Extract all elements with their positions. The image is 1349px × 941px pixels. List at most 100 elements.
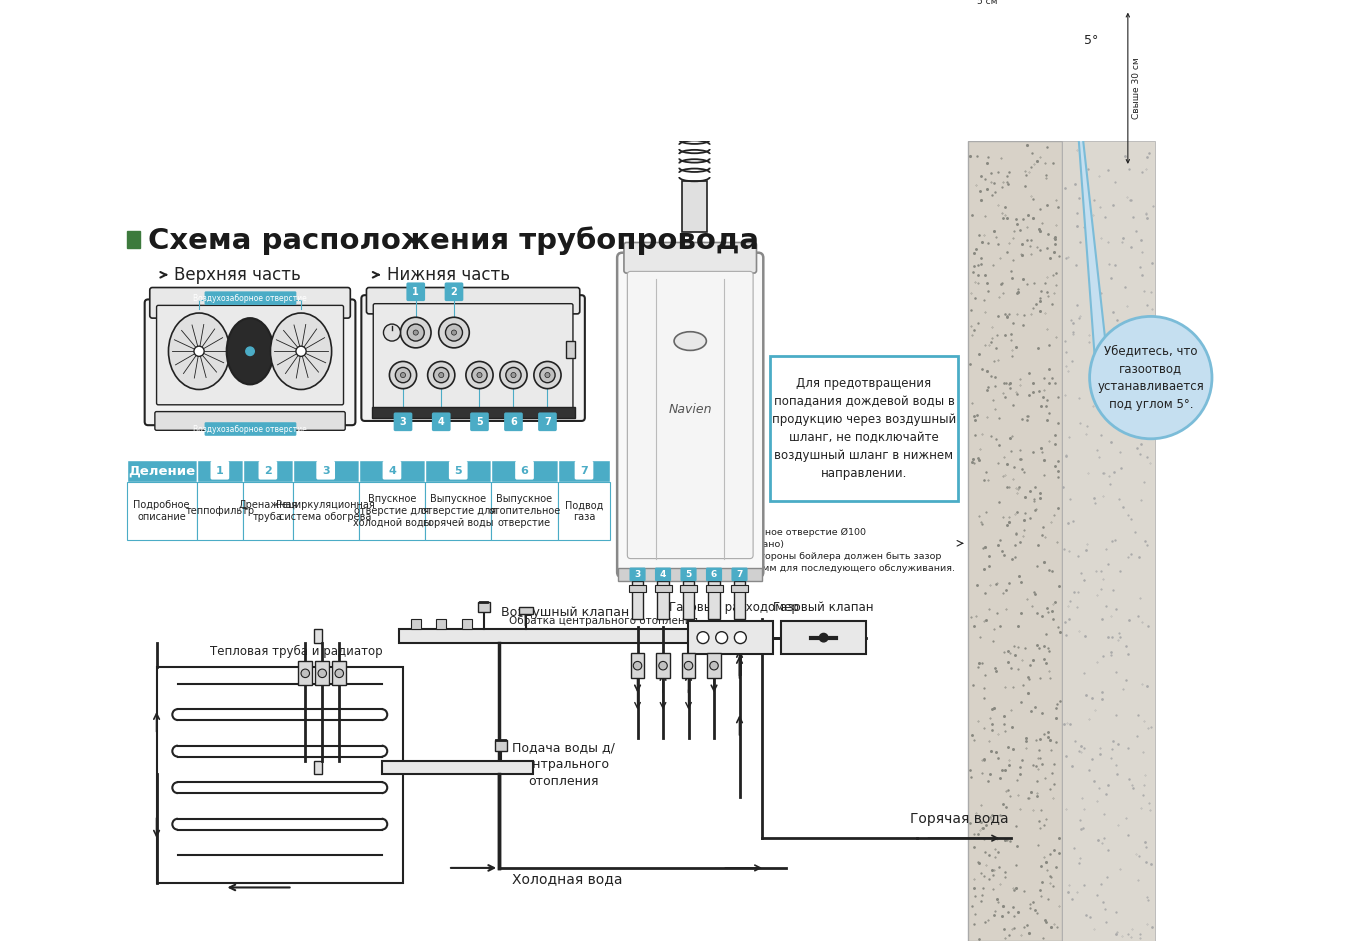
Text: Впускное
отверстие для
холодной воды: Впускное отверстие для холодной воды — [353, 494, 432, 528]
FancyBboxPatch shape — [471, 412, 488, 431]
Circle shape — [658, 662, 668, 670]
Circle shape — [390, 361, 417, 389]
Bar — [519, 607, 533, 614]
Bar — [618, 568, 762, 581]
Text: Воздушный клапан: Воздушный клапан — [500, 606, 629, 618]
Text: 3: 3 — [399, 417, 406, 427]
Text: 2: 2 — [451, 287, 457, 296]
Text: Свыше 30 см: Свыше 30 см — [1132, 57, 1141, 119]
Text: Воздухозаборное отверстие: Воздухозаборное отверстие — [193, 424, 308, 434]
Circle shape — [540, 367, 554, 383]
FancyArrow shape — [1006, 822, 1035, 833]
Circle shape — [478, 373, 482, 377]
Circle shape — [1090, 316, 1211, 439]
Circle shape — [452, 330, 456, 335]
Circle shape — [819, 633, 828, 642]
Bar — [316, 662, 329, 685]
FancyBboxPatch shape — [625, 243, 757, 273]
Text: Выпускное
отопительное
отверстие: Выпускное отопительное отверстие — [488, 494, 561, 528]
Text: Воздухозаборное отверстие: Воздухозаборное отверстие — [193, 294, 308, 303]
Circle shape — [428, 361, 455, 389]
Bar — [731, 585, 747, 592]
Ellipse shape — [227, 318, 274, 385]
Bar — [243, 460, 293, 482]
FancyBboxPatch shape — [144, 299, 355, 425]
Circle shape — [395, 367, 410, 383]
Text: Выпускное
отверстие для
горячей воды: Выпускное отверстие для горячей воды — [421, 494, 496, 528]
Text: Тепловая труба и радиатор: Тепловая труба и радиатор — [210, 645, 383, 658]
Bar — [399, 630, 714, 643]
Circle shape — [318, 669, 326, 678]
FancyBboxPatch shape — [449, 461, 468, 480]
Text: 7: 7 — [580, 466, 588, 476]
Bar — [314, 630, 322, 643]
Text: Обратка центрального отопления: Обратка центрального отопления — [509, 615, 699, 626]
FancyBboxPatch shape — [374, 304, 573, 409]
Text: Подвод
газа: Подвод газа — [565, 501, 603, 522]
Text: 5: 5 — [685, 570, 692, 579]
Text: Дренажная
труба: Дренажная труба — [239, 501, 298, 522]
Bar — [495, 741, 507, 751]
Text: 3: 3 — [634, 570, 641, 579]
Circle shape — [472, 367, 487, 383]
FancyBboxPatch shape — [362, 295, 585, 421]
Text: Вентиляционное отверстие Ø100
(рекомендовано)
* С правой стороны бойлера должен : Вентиляционное отверстие Ø100 (рекомендо… — [699, 528, 955, 572]
Circle shape — [633, 662, 642, 670]
Bar — [293, 482, 359, 540]
Text: Газовый клапан: Газовый клапан — [773, 601, 874, 614]
Bar — [293, 460, 359, 482]
Circle shape — [194, 346, 204, 357]
Circle shape — [246, 347, 255, 356]
Bar — [382, 761, 533, 774]
Bar — [127, 231, 140, 247]
Text: 1: 1 — [413, 287, 420, 296]
Circle shape — [465, 361, 494, 389]
Bar — [1062, 141, 1155, 941]
Polygon shape — [1070, 23, 1110, 403]
Bar — [371, 407, 575, 418]
Circle shape — [697, 631, 710, 644]
FancyBboxPatch shape — [367, 288, 580, 314]
Bar — [359, 460, 425, 482]
Text: 4: 4 — [660, 570, 666, 579]
Circle shape — [438, 373, 444, 377]
FancyBboxPatch shape — [205, 423, 297, 436]
Bar — [436, 619, 447, 630]
Circle shape — [734, 631, 746, 644]
Text: 5°: 5° — [1085, 34, 1098, 47]
FancyBboxPatch shape — [150, 288, 351, 318]
FancyBboxPatch shape — [155, 411, 345, 430]
Text: 2: 2 — [264, 466, 271, 476]
Bar — [631, 581, 643, 619]
Text: Холодная вода: Холодная вода — [511, 872, 622, 886]
FancyBboxPatch shape — [259, 461, 278, 480]
FancyBboxPatch shape — [575, 461, 594, 480]
FancyBboxPatch shape — [656, 567, 670, 582]
Text: Схема расположения трубопровода: Схема расположения трубопровода — [148, 227, 759, 255]
Circle shape — [438, 317, 469, 348]
Text: 3: 3 — [322, 466, 329, 476]
Bar — [681, 653, 695, 678]
Circle shape — [413, 330, 418, 335]
Bar — [156, 666, 403, 884]
Bar — [410, 619, 421, 630]
Bar — [656, 653, 670, 678]
Circle shape — [511, 373, 517, 377]
Ellipse shape — [674, 332, 707, 350]
Bar — [688, 621, 773, 654]
Text: 7: 7 — [544, 417, 550, 427]
Circle shape — [407, 324, 424, 341]
Circle shape — [500, 361, 527, 389]
Circle shape — [401, 373, 406, 377]
FancyBboxPatch shape — [383, 461, 401, 480]
FancyBboxPatch shape — [770, 356, 958, 501]
Circle shape — [433, 367, 449, 383]
Bar — [425, 460, 491, 482]
Bar — [314, 761, 322, 774]
Text: 1: 1 — [216, 466, 224, 476]
FancyBboxPatch shape — [630, 567, 646, 582]
Circle shape — [710, 662, 718, 670]
Bar — [425, 482, 491, 540]
Bar — [557, 482, 610, 540]
FancyBboxPatch shape — [210, 461, 229, 480]
